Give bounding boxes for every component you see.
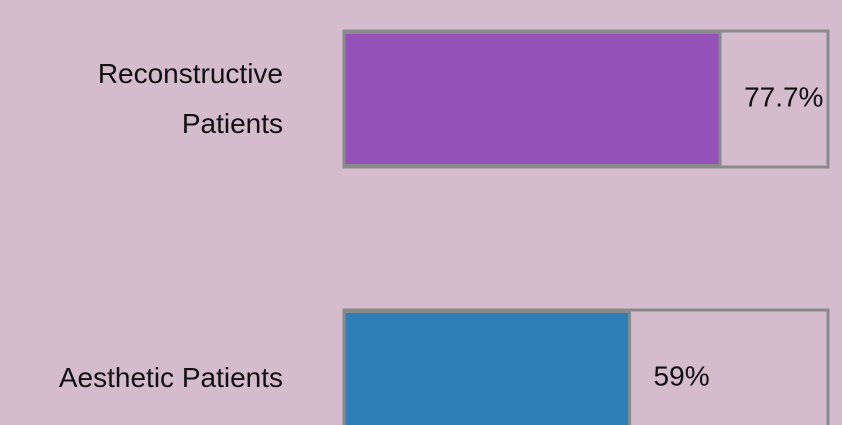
category-label: Aesthetic Patients bbox=[58, 362, 283, 393]
category-label: Reconstructive Patients bbox=[97, 58, 283, 139]
bar bbox=[342, 31, 722, 167]
value-label: 77.7% bbox=[744, 81, 823, 112]
bar bbox=[342, 310, 632, 425]
value-label: 59% bbox=[654, 360, 710, 391]
